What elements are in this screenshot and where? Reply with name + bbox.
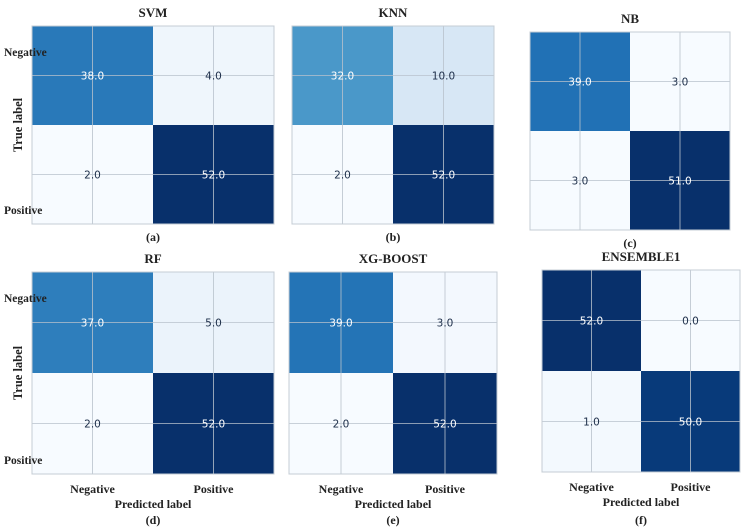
chart-title: RF <box>144 251 161 266</box>
x-axis-label: Predicted label <box>115 497 192 511</box>
panel-caption: (d) <box>146 513 161 527</box>
row-label-positive: Positive <box>4 455 42 467</box>
col-label-negative: Negative <box>70 482 115 496</box>
x-axis-label: Predicted label <box>355 497 432 511</box>
cell-value-label: 32.0 <box>331 71 354 83</box>
chart-title: SVM <box>139 5 168 20</box>
matrix-frame <box>529 31 731 231</box>
cell-value-label: 52.0 <box>432 170 455 182</box>
cell-value-label: 52.0 <box>202 170 225 182</box>
row-label-positive: Positive <box>4 205 42 217</box>
cell-value-label: 50.0 <box>679 417 702 429</box>
cell-value-label: 4.0 <box>205 71 222 83</box>
x-axis-label: Predicted label <box>603 495 680 509</box>
cell-value-label: 10.0 <box>432 71 455 83</box>
panel-caption: (c) <box>623 236 636 250</box>
cell-value-label: 2.0 <box>84 419 101 431</box>
cell-value-label: 39.0 <box>568 77 591 89</box>
cell-value-label: 39.0 <box>329 318 352 330</box>
chart-title: ENSEMBLE1 <box>602 249 681 264</box>
row-label-negative: Negative <box>4 47 47 59</box>
cell-value-label: 2.0 <box>84 170 101 182</box>
col-label-positive: Positive <box>425 482 466 496</box>
cell-value-label: 37.0 <box>81 318 104 330</box>
matrix-frame <box>541 269 741 473</box>
cell-value-label: 5.0 <box>205 318 222 330</box>
cell-value-label: 2.0 <box>334 170 351 182</box>
cell-value-label: 2.0 <box>333 419 350 431</box>
y-axis-label: True label <box>11 345 25 400</box>
confusion-matrix-6: ENSEMBLE1 52.0 0.0 1.0 50.0 Negative PositiveP… <box>541 249 741 527</box>
col-label-negative: Negative <box>569 480 614 494</box>
col-label-negative: Negative <box>319 482 364 496</box>
panel-caption: (a) <box>146 230 160 244</box>
cell-value-label: 3.0 <box>572 176 589 188</box>
chart-title: XG-BOOST <box>359 251 428 266</box>
matrix-frame <box>288 271 498 475</box>
cell-value-label: 52.0 <box>433 419 456 431</box>
y-axis-label: True label <box>11 97 25 152</box>
cell-value-label: 52.0 <box>580 316 603 328</box>
panel-caption: (e) <box>386 513 399 527</box>
col-label-positive: Positive <box>194 482 235 496</box>
chart-title: NB <box>621 11 639 26</box>
cell-value-label: 1.0 <box>583 417 600 429</box>
cell-value-label: 3.0 <box>437 318 454 330</box>
confusion-matrix-5: XG-BOOST 39.0 3.0 2.0 52.0 Negative PositivePr… <box>288 251 498 527</box>
confusion-matrix-1: SVM 38.0 4.0 2.0 52.0 Negative Positive True la… <box>4 5 275 244</box>
confusion-matrix-3: NB 39.0 3.0 3.0 51.0 (c) <box>529 11 731 250</box>
cell-value-label: 52.0 <box>202 419 225 431</box>
panel-caption: (b) <box>386 230 401 244</box>
row-label-negative: Negative <box>4 293 47 305</box>
cell-value-label: 51.0 <box>668 176 691 188</box>
panel-caption: (f) <box>635 513 647 527</box>
cell-value-label: 3.0 <box>672 77 689 89</box>
matrix-frame <box>291 25 495 225</box>
matrix-frame <box>31 271 275 475</box>
chart-title: KNN <box>379 5 409 20</box>
cell-value-label: 0.0 <box>682 316 699 328</box>
col-label-positive: Positive <box>671 480 712 494</box>
confusion-matrix-2: KNN 32.0 10.0 2.0 52.0 (b) <box>291 5 495 244</box>
matrix-frame <box>31 25 275 225</box>
confusion-matrix-4: RF 37.0 5.0 2.0 52.0 Negative Positive True lab… <box>4 251 275 527</box>
cell-value-label: 38.0 <box>81 71 104 83</box>
